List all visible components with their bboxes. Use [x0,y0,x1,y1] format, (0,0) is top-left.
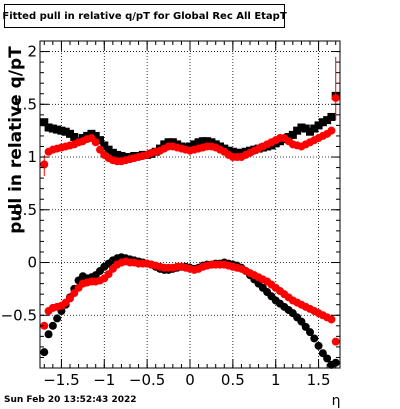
data-point-square [117,151,126,160]
data-point-square [203,137,212,146]
data-point-circle [91,138,100,147]
data-point-square [314,121,323,130]
data-point-square [186,142,194,151]
data-point-square [323,116,332,125]
data-point-circle [306,328,314,337]
data-point-square [301,124,310,133]
data-point-square [190,140,199,149]
data-point-square [306,127,314,136]
data-point-square [318,118,327,127]
y-tick-label: 1 [27,148,37,166]
data-point-square [66,129,74,138]
y-tick-label: 0.5 [13,201,37,219]
y-tick-label: 0 [27,254,37,272]
data-point-square [207,138,216,147]
data-point-square [96,136,104,145]
series-3 [40,257,340,346]
x-axis-label: η [332,393,341,409]
data-point-square [108,148,117,157]
data-point-square [91,131,100,140]
y-tick-label: 2 [27,43,37,61]
x-tick-label: −1 [93,371,115,389]
data-point-circle [44,330,53,339]
data-point-square [194,138,203,147]
data-point-square [327,112,336,121]
data-point-circle [53,314,62,323]
data-point-circle [40,321,49,330]
data-point-square [310,124,319,133]
x-tick-label: −0.5 [129,371,165,389]
x-tick-label: 0.5 [221,371,245,389]
data-point-square [160,140,169,149]
data-point-circle [48,321,57,330]
x-tick-label: 0 [185,371,195,389]
data-point-square [297,123,306,132]
data-point-square [61,127,70,136]
data-point-circle [331,358,340,367]
data-point-square [284,132,293,141]
x-tick-label: 1.5 [307,371,331,389]
y-axis-label: pull in relative q/pT [6,46,26,234]
axis-ticks [40,41,340,368]
datestamp: Sun Feb 20 13:52:43 2022 [4,395,137,405]
data-point-square [40,118,49,127]
data-point-square [198,137,207,146]
data-point-square [168,138,177,147]
data-point-square [293,126,302,135]
data-point-square [57,126,66,135]
x-tick-label: 1 [271,371,281,389]
data-point-circle [327,126,336,135]
data-series-layer [40,56,340,369]
data-point-square [228,147,237,156]
data-point-square [48,124,57,133]
data-point-circle [40,348,49,357]
series-1 [40,93,340,169]
data-point-square [113,150,122,159]
x-tick-labels: −1.5 −1 −0.5 0 0.5 1 1.5 [43,371,330,389]
grid-lines [40,41,340,368]
y-tick-label: 1.5 [13,95,37,113]
data-point-circle [331,337,340,346]
data-point-square [100,141,109,150]
data-point-square [224,146,233,155]
data-point-square [237,148,246,157]
data-point-square [164,138,173,147]
data-point-square [70,132,79,141]
y-tick-label: −0.5 [1,306,37,324]
chart-title: Fitted pull in relative q/pT for Global … [2,4,287,28]
data-point-circle [327,315,336,324]
data-point-circle [310,334,319,343]
x-tick-label: −1.5 [43,371,79,389]
data-point-square [104,145,113,154]
data-point-square [288,130,297,139]
data-point-circle [323,354,332,363]
data-point-circle [314,341,323,350]
data-point-square [87,129,96,138]
y-tick-labels: −0.5 0 0.5 1 1.5 2 [1,43,37,325]
data-point-square [233,148,242,157]
data-point-square [44,123,53,132]
data-point-square [53,125,62,134]
